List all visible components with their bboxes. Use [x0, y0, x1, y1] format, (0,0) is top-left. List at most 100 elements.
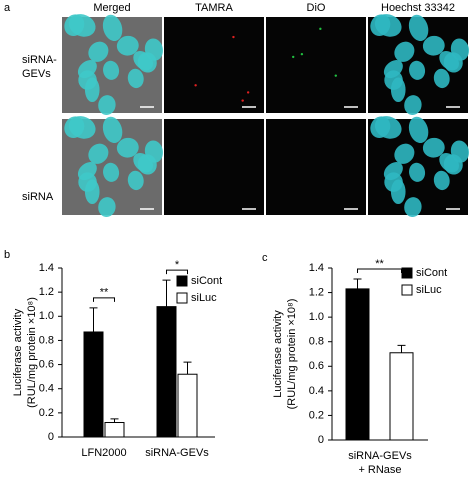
y-tick-label: 0.4 — [39, 383, 54, 395]
nucleus — [450, 38, 469, 61]
nucleus — [422, 137, 445, 158]
nucleus — [98, 197, 116, 217]
y-tick-label: 0.8 — [39, 334, 54, 346]
significance-label: ** — [375, 258, 384, 270]
nucleus — [370, 116, 391, 139]
y-axis-label: Luciferase activity — [272, 310, 284, 398]
row-label: siRNA-GEVs — [22, 54, 57, 80]
nucleus — [64, 116, 85, 139]
nucleus — [127, 68, 144, 89]
y-tick-label: 0.4 — [309, 385, 324, 397]
bar — [83, 331, 104, 438]
y-axis-label: (RUL/mg protein ×10⁸) — [26, 297, 38, 408]
nucleus — [433, 170, 450, 191]
signal-dot — [334, 74, 337, 77]
legend-label: siLuc — [416, 284, 442, 296]
nucleus — [404, 197, 422, 217]
y-tick-label: 1.2 — [39, 286, 54, 298]
signal-dot — [319, 27, 322, 31]
signal-dot — [241, 99, 244, 102]
y-axis-label: (RUL/mg protein ×10⁸) — [286, 299, 298, 410]
nucleus — [98, 95, 116, 115]
nucleus — [144, 38, 163, 61]
bar — [177, 373, 198, 438]
micrograph — [164, 17, 264, 113]
nucleus — [77, 60, 97, 79]
legend-swatch — [401, 284, 413, 296]
row-label: siRNA — [22, 191, 54, 203]
signal-dot — [246, 91, 250, 94]
y-tick-label: 0 — [48, 431, 54, 443]
nucleus — [102, 116, 123, 144]
micrograph — [266, 119, 366, 215]
nucleus — [88, 143, 109, 164]
significance-bracket — [93, 297, 115, 302]
signal-dot — [300, 52, 304, 56]
bar — [156, 306, 177, 438]
bar — [345, 288, 370, 441]
nucleus — [409, 60, 426, 80]
nucleus — [439, 153, 460, 173]
significance-bracket — [166, 269, 188, 275]
nucleus — [422, 35, 445, 56]
y-tick-label: 0.6 — [309, 360, 324, 372]
y-tick-label: 1.2 — [309, 286, 324, 298]
nucleus — [116, 35, 139, 56]
bar — [104, 422, 125, 438]
y-tick-label: 0.8 — [309, 336, 324, 348]
nucleus — [409, 162, 426, 182]
nucleus — [383, 162, 403, 181]
error-bar — [183, 361, 192, 375]
y-tick-label: 1.4 — [39, 262, 54, 274]
error-bar — [162, 279, 171, 307]
legend-swatch — [176, 292, 188, 304]
error-bar — [110, 418, 119, 423]
nucleus — [77, 162, 97, 181]
nucleus — [450, 140, 469, 163]
nucleus — [64, 14, 85, 37]
y-tick-label: 0.2 — [39, 407, 54, 419]
micrograph — [266, 17, 366, 113]
y-tick-label: 1.4 — [309, 262, 324, 274]
nucleus — [103, 162, 120, 182]
nucleus — [88, 41, 109, 62]
signal-dot — [194, 84, 197, 87]
signal-dot — [292, 55, 295, 59]
nucleus — [408, 14, 429, 42]
nucleus — [408, 116, 429, 144]
x-tick-label: LFN2000 — [81, 447, 126, 459]
nucleus — [127, 170, 144, 191]
nucleus — [383, 60, 403, 79]
column-label: TAMRA — [195, 2, 233, 14]
bar — [389, 352, 414, 441]
micrograph — [164, 119, 264, 215]
nucleus — [103, 60, 120, 80]
y-tick-label: 0 — [318, 434, 324, 446]
signal-dot — [232, 35, 235, 39]
legend-label: siLuc — [191, 292, 217, 304]
legend-swatch — [176, 275, 188, 287]
x-tick-label: siRNA-GEVs — [145, 447, 209, 459]
significance-label: ** — [100, 287, 109, 299]
nucleus — [116, 137, 139, 158]
error-bar — [353, 278, 362, 289]
nucleus — [133, 153, 154, 173]
nucleus — [394, 41, 415, 62]
nucleus — [102, 14, 123, 42]
significance-label: * — [175, 259, 180, 271]
x-tick-label: siRNA-GEVs + RNase — [348, 450, 412, 476]
legend-swatch — [401, 267, 413, 279]
legend-label: siCont — [416, 267, 447, 279]
y-tick-label: 1.0 — [39, 310, 54, 322]
nucleus — [394, 143, 415, 164]
nucleus — [133, 51, 154, 71]
nucleus — [370, 14, 391, 37]
nucleus — [144, 140, 163, 163]
column-label: Hoechst 33342 — [381, 2, 455, 14]
nucleus — [404, 95, 422, 115]
y-tick-label: 0.6 — [39, 358, 54, 370]
error-bar — [89, 307, 98, 332]
legend-label: siCont — [191, 275, 222, 287]
panel-label: b — [4, 249, 10, 261]
